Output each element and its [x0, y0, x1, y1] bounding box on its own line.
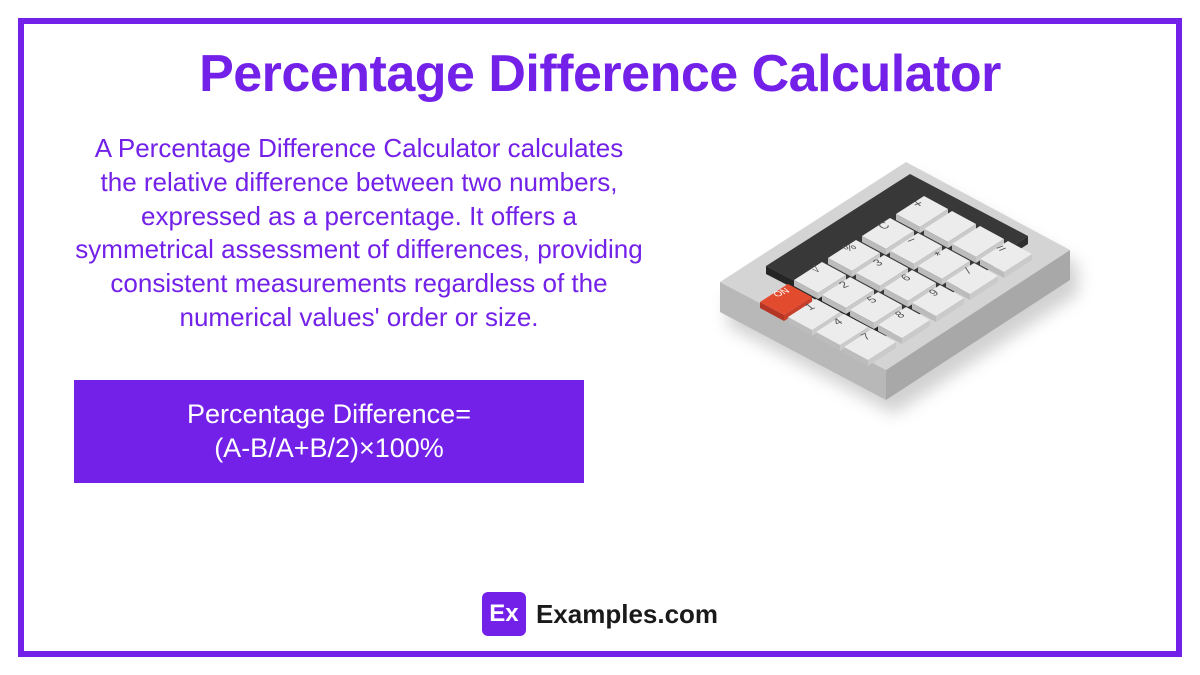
- formula-box: Percentage Difference= (A-B/A+B/2)×100%: [74, 380, 584, 484]
- formula-line-2: (A-B/A+B/2)×100%: [94, 432, 564, 466]
- logo-text: Examples.com: [536, 599, 718, 630]
- infographic-frame: Percentage Difference Calculator A Perce…: [18, 18, 1182, 657]
- right-column: ON √ %: [674, 132, 1126, 477]
- calculator-illustration: ON √ %: [690, 152, 1110, 477]
- left-column: A Percentage Difference Calculator calcu…: [74, 132, 644, 483]
- content-row: A Percentage Difference Calculator calcu…: [74, 132, 1126, 584]
- calculator-icon: ON √ %: [690, 152, 1110, 472]
- description-text: A Percentage Difference Calculator calcu…: [74, 132, 644, 335]
- formula-line-1: Percentage Difference=: [94, 398, 564, 432]
- logo-row: Ex Examples.com: [74, 592, 1126, 636]
- logo-badge: Ex: [482, 592, 526, 636]
- page-title: Percentage Difference Calculator: [74, 44, 1126, 104]
